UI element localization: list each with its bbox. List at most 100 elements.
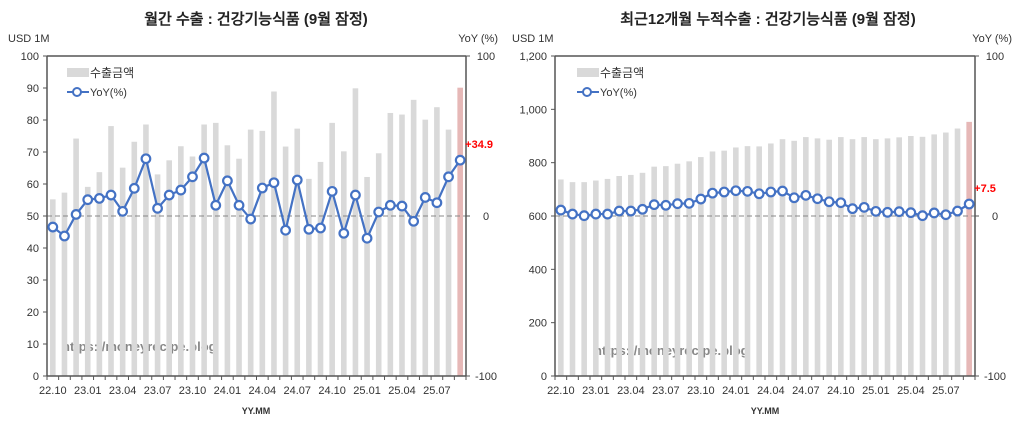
- bar: [651, 166, 657, 376]
- x-tick-label: 23.01: [74, 385, 102, 397]
- bar: [674, 163, 681, 376]
- yoy-point: [152, 202, 163, 214]
- bar: [317, 161, 324, 376]
- yoy-point: [384, 199, 396, 211]
- yoy-point: [625, 205, 637, 217]
- yoy-point: [835, 197, 847, 209]
- bar: [352, 88, 359, 376]
- x-tick-label: 22.10: [39, 385, 67, 397]
- x-tick-label: 24.07: [283, 385, 311, 397]
- chart-title: 최근12개월 누적수출 : 건강기능식품 (9월 잠정): [620, 10, 915, 28]
- yoy-point: [70, 208, 82, 220]
- left-tick-label: 70: [27, 147, 39, 159]
- bar: [943, 132, 949, 376]
- x-tick-label: 23.10: [179, 385, 207, 397]
- bar: [375, 153, 382, 376]
- yoy-point: [59, 230, 70, 242]
- bar: [247, 129, 254, 376]
- legend-line-marker: [72, 87, 82, 97]
- x-tick-label: 23.01: [582, 385, 610, 397]
- yoy-point: [268, 177, 280, 189]
- yoy-point: [858, 201, 870, 213]
- yoy-point: [163, 189, 175, 201]
- left-tick-label: 600: [529, 211, 547, 223]
- yoy-point: [396, 200, 408, 212]
- yoy-point: [315, 222, 326, 234]
- bar: [931, 134, 937, 376]
- bar: [814, 138, 821, 376]
- bars-group: [50, 87, 463, 377]
- bar: [143, 124, 149, 376]
- yoy-point: [905, 207, 917, 219]
- right-tick-label: -100: [475, 371, 497, 383]
- bar: [259, 130, 266, 376]
- yoy-point: [777, 185, 788, 197]
- bar: [744, 146, 751, 376]
- bar: [838, 137, 844, 376]
- bar: [84, 186, 91, 376]
- bar: [803, 137, 809, 376]
- x-tick-label: 24.01: [722, 385, 750, 397]
- bar: [434, 107, 440, 376]
- right-tick-label: -100: [984, 371, 1006, 383]
- bar: [639, 172, 646, 376]
- yoy-point: [555, 204, 567, 216]
- yoy-point: [882, 206, 893, 218]
- bar: [73, 138, 79, 376]
- yoy-point: [847, 203, 858, 215]
- yoy-point: [47, 221, 59, 233]
- bar: [294, 128, 301, 376]
- bar: [896, 137, 902, 376]
- x-tick-label: 24.10: [318, 385, 346, 397]
- bar: [861, 137, 867, 376]
- yoy-point: [718, 186, 730, 198]
- x-tick-label: 24.01: [214, 385, 242, 397]
- right-axis-label: YoY (%): [972, 33, 1012, 45]
- yoy-point: [338, 227, 350, 239]
- x-tick-label: 23.04: [617, 385, 645, 397]
- bar: [410, 99, 417, 376]
- bar: [364, 176, 370, 376]
- bar: [50, 199, 56, 376]
- yoy-point: [245, 213, 257, 225]
- yoy-point: [303, 223, 315, 235]
- yoy-point: [800, 189, 812, 201]
- left-tick-label: 80: [27, 115, 39, 127]
- yoy-point: [812, 193, 823, 205]
- bar: [558, 179, 564, 376]
- x-tick-label: 24.07: [792, 385, 820, 397]
- x-tick-label: 23.07: [144, 385, 172, 397]
- yoy-point: [454, 154, 466, 166]
- bar: [779, 139, 786, 376]
- yoy-point: [683, 197, 695, 209]
- bar: [224, 145, 231, 376]
- left-tick-label: 0: [541, 371, 547, 383]
- yoy-point: [233, 199, 245, 211]
- x-tick-label: 25.01: [862, 385, 890, 397]
- chart-title: 월간 수출 : 건강기능식품 (9월 잠정): [144, 10, 368, 28]
- bar: [873, 139, 879, 376]
- yoy-point: [613, 205, 625, 217]
- left-tick-label: 100: [21, 51, 39, 63]
- bar: [826, 139, 832, 376]
- bar: [329, 122, 335, 376]
- bar: [721, 150, 727, 376]
- left-tick-label: 800: [529, 158, 547, 170]
- left-tick-label: 400: [529, 264, 547, 276]
- yoy-point: [291, 174, 303, 186]
- x-axis-label: YY.MM: [242, 406, 271, 416]
- yoy-point: [117, 205, 129, 217]
- legend-line-marker: [582, 87, 592, 97]
- yoy-point: [256, 182, 268, 194]
- left-axis-label: USD 1M: [512, 33, 554, 45]
- x-tick-label: 23.07: [652, 385, 680, 397]
- bar: [131, 141, 138, 376]
- bar: [768, 143, 774, 376]
- right-tick-label: 0: [992, 211, 998, 223]
- bar: [119, 167, 126, 376]
- bar: [569, 182, 576, 376]
- yoy-point: [93, 192, 105, 204]
- bar: [166, 160, 173, 376]
- bar: [236, 158, 242, 376]
- yoy-point: [602, 208, 613, 220]
